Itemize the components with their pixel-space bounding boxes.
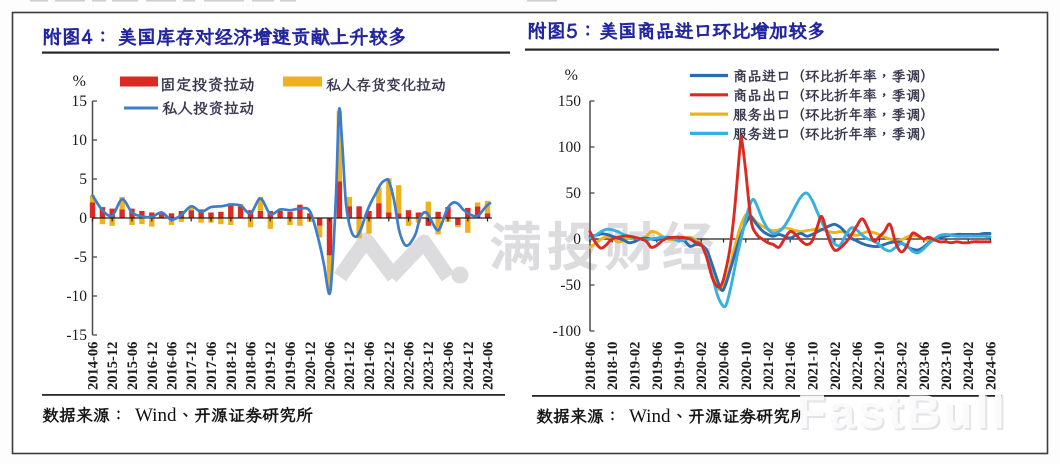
svg-text:0: 0 — [573, 231, 581, 248]
svg-text:%: % — [565, 67, 578, 84]
svg-text:-50: -50 — [560, 277, 581, 294]
svg-text:FastBull: FastBull — [797, 385, 1008, 438]
svg-text:2024-12: 2024-12 — [461, 342, 477, 390]
svg-text:Wind: Wind — [135, 405, 177, 426]
svg-text:2018-06: 2018-06 — [244, 342, 260, 390]
svg-text:2022-12: 2022-12 — [382, 342, 398, 390]
svg-text:2020-10: 2020-10 — [739, 342, 755, 390]
svg-text:5: 5 — [79, 171, 87, 188]
svg-text:2024-06: 2024-06 — [984, 342, 1000, 390]
svg-text:2024-06: 2024-06 — [481, 342, 497, 390]
svg-text:2023-10: 2023-10 — [939, 342, 955, 390]
svg-text:2022-02: 2022-02 — [828, 342, 844, 390]
svg-text:2022-06: 2022-06 — [402, 342, 418, 390]
svg-text:2017-06: 2017-06 — [204, 342, 220, 390]
svg-text:2017-12: 2017-12 — [184, 342, 200, 390]
svg-text:2019-10: 2019-10 — [672, 342, 688, 390]
svg-text:%: % — [73, 73, 86, 90]
svg-text:-100: -100 — [553, 323, 582, 340]
svg-text:2022-10: 2022-10 — [872, 342, 888, 390]
svg-text:2020-06: 2020-06 — [717, 342, 733, 390]
svg-text:2019-12: 2019-12 — [263, 342, 279, 390]
svg-text:50: 50 — [566, 185, 582, 202]
svg-text:0: 0 — [79, 210, 87, 227]
svg-text:2023-12: 2023-12 — [421, 342, 437, 390]
svg-text:2022-06: 2022-06 — [850, 342, 866, 390]
svg-text:-15: -15 — [66, 327, 87, 344]
svg-text:2021-12: 2021-12 — [342, 342, 358, 390]
svg-text:2024-02: 2024-02 — [961, 342, 977, 390]
svg-text:2015-06: 2015-06 — [125, 342, 141, 390]
svg-text:100: 100 — [558, 139, 582, 156]
svg-text:15: 15 — [72, 93, 88, 110]
svg-text:2023-06: 2023-06 — [441, 342, 457, 390]
svg-text:2020-12: 2020-12 — [303, 342, 319, 390]
svg-text:2023-02: 2023-02 — [895, 342, 911, 390]
svg-text:-5: -5 — [74, 249, 87, 266]
svg-text:2016-12: 2016-12 — [145, 342, 161, 390]
svg-text:-10: -10 — [66, 288, 87, 305]
svg-text:2019-06: 2019-06 — [650, 342, 666, 390]
svg-text:2014-06: 2014-06 — [86, 342, 102, 390]
svg-text:2015-12: 2015-12 — [105, 342, 121, 390]
svg-text:2019-02: 2019-02 — [628, 342, 644, 390]
svg-text:2020-02: 2020-02 — [694, 342, 710, 390]
svg-text:2016-06: 2016-06 — [165, 342, 181, 390]
svg-text:2021-10: 2021-10 — [806, 342, 822, 390]
svg-text:2023-06: 2023-06 — [917, 342, 933, 390]
svg-text:2020-06: 2020-06 — [323, 342, 339, 390]
svg-text:150: 150 — [558, 93, 582, 110]
svg-text:2019-06: 2019-06 — [283, 342, 299, 390]
svg-text:10: 10 — [72, 132, 88, 149]
svg-text:2018-10: 2018-10 — [605, 342, 621, 390]
svg-text:2021-06: 2021-06 — [783, 342, 799, 390]
svg-text:2018-06: 2018-06 — [583, 342, 599, 390]
svg-text:2021-06: 2021-06 — [362, 342, 378, 390]
svg-text:2021-02: 2021-02 — [761, 342, 777, 390]
svg-text:2018-12: 2018-12 — [224, 342, 240, 390]
svg-text:Wind: Wind — [629, 406, 671, 427]
svg-text:FastBull: FastBull — [799, 387, 1010, 440]
